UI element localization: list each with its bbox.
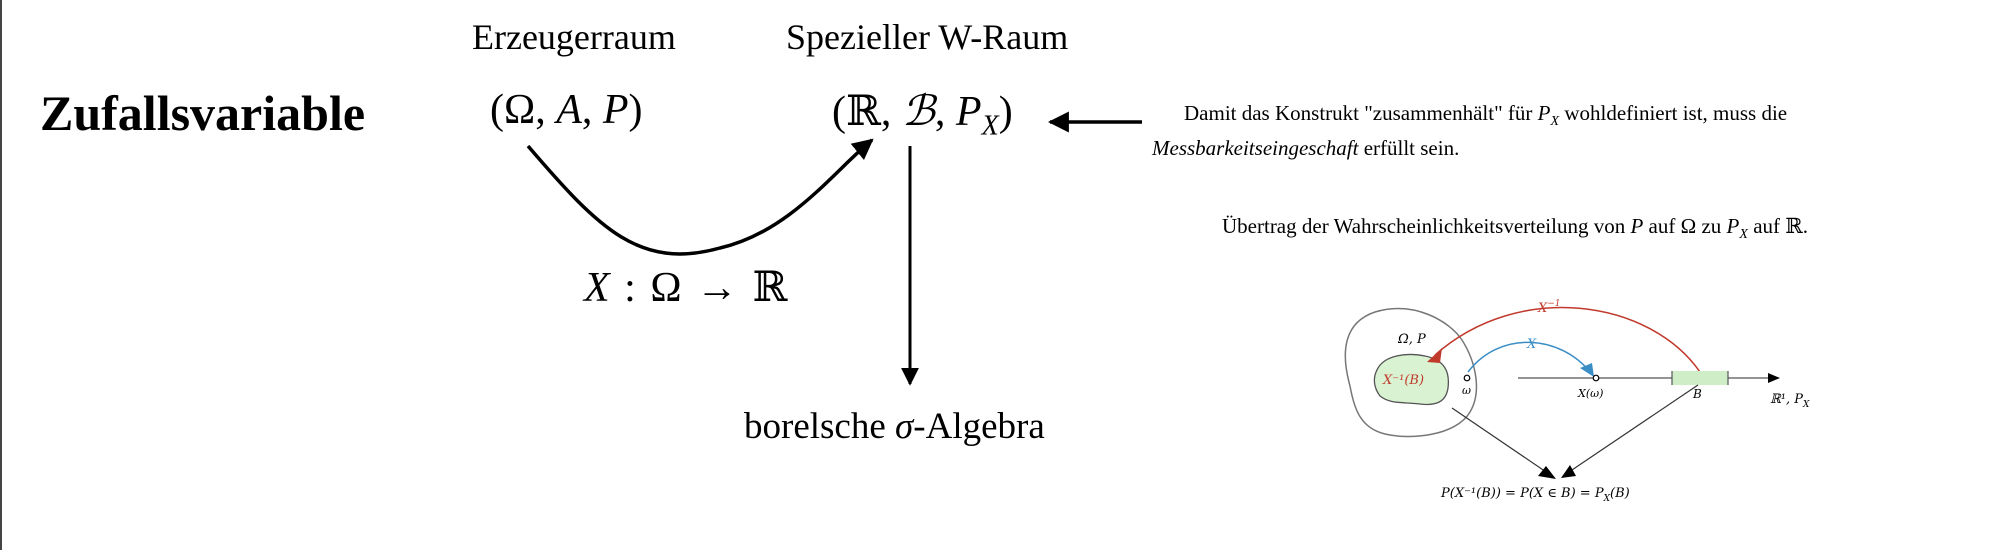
measure-p: P bbox=[602, 87, 629, 133]
triple-close: ) bbox=[628, 87, 643, 133]
curved-arrow-x bbox=[526, 138, 874, 256]
omega-p-label: Ω, P bbox=[1397, 332, 1426, 347]
note1-emph: Messbarkeitseingeschaft bbox=[1152, 136, 1359, 161]
preimage-label: X⁻¹(B) bbox=[1382, 373, 1424, 388]
px-subscript: X bbox=[981, 110, 999, 142]
note2-px: P bbox=[1726, 214, 1740, 238]
note-transfer: Übertrag der Wahrscheinlichkeitsverteilu… bbox=[1222, 214, 1808, 243]
note-measurability: Damit das Konstrukt "zusammenhält" für P… bbox=[1152, 100, 1930, 162]
note1-part3: erfüllt sein. bbox=[1358, 136, 1460, 161]
b-label: B bbox=[1692, 387, 1702, 401]
real-axis-arrowhead bbox=[1768, 373, 1780, 383]
x-arrow bbox=[1467, 341, 1591, 373]
note1-part1: Damit das Konstrukt "zusammenhält" für bbox=[1184, 101, 1538, 125]
prob-arrowhead-left bbox=[1538, 466, 1556, 479]
note2-part1: Übertrag der Wahrscheinlichkeitsverteilu… bbox=[1222, 214, 1631, 238]
borel-sigma-algebra-label: borelsche σ-Algebra bbox=[744, 405, 1045, 448]
note2-part3: auf ℝ. bbox=[1747, 214, 1808, 238]
x-omega-point bbox=[1592, 374, 1600, 382]
r1-px-label: ℝ¹, PX bbox=[1770, 392, 1810, 410]
left-border bbox=[0, 0, 2, 550]
triple-open-r: (ℝ, bbox=[832, 89, 902, 135]
omega-set bbox=[1344, 307, 1478, 438]
heading-spezieller-w-raum: Spezieller W-Raum bbox=[786, 17, 1069, 57]
note1-px-sub: X bbox=[1550, 114, 1560, 130]
sigma-algebra-a: A bbox=[556, 87, 582, 133]
x-inverse-arrow bbox=[1434, 306, 1701, 373]
erzeugerraum-triple: (Ω, A, P) bbox=[490, 86, 643, 134]
x-inverse-arrowhead bbox=[1427, 348, 1442, 363]
probability-formula: P(X⁻¹(B)) = P(X ∈ B) = PX(B) bbox=[1440, 486, 1630, 504]
preimage-set bbox=[1373, 353, 1450, 406]
heading-erzeugerraum: Erzeugerraum bbox=[472, 17, 676, 57]
prob-arrow-left bbox=[1451, 407, 1553, 477]
x-arrowhead bbox=[1580, 363, 1594, 377]
note1-part2: wohldefiniert ist, muss die bbox=[1559, 101, 1788, 125]
mapping-rest: : Ω → ℝ bbox=[611, 265, 790, 311]
note1-px: P bbox=[1537, 101, 1551, 125]
triple-close-r: ) bbox=[998, 89, 1013, 135]
note2-p: P bbox=[1630, 214, 1644, 238]
spezieller-triple: (ℝ, ℬ, PX) bbox=[832, 86, 1013, 142]
preimage-figure: Ω, P X⁻¹(B) ω X−1 X X(ω) B ℝ¹, PX P(X⁻¹(… bbox=[1344, 299, 1810, 504]
borel-sigma: σ bbox=[895, 406, 914, 447]
prob-arrowhead-right bbox=[1561, 465, 1576, 478]
note2-px-sub: X bbox=[1739, 227, 1748, 243]
prob-arrow-right bbox=[1565, 384, 1699, 475]
borel-suffix: -Algebra bbox=[913, 406, 1045, 447]
borel-b: ℬ bbox=[901, 89, 935, 135]
triple-sep-r: , bbox=[934, 89, 956, 135]
triple-open: (Ω, bbox=[490, 87, 557, 133]
note2-part2: auf Ω zu bbox=[1643, 214, 1727, 238]
measure-px: P bbox=[955, 89, 982, 135]
triple-sep: , bbox=[581, 87, 603, 133]
x-omega-label: X(ω) bbox=[1577, 387, 1603, 400]
mapping-x: X bbox=[584, 265, 612, 311]
x-label: X bbox=[1526, 337, 1537, 352]
omega-label: ω bbox=[1462, 384, 1471, 397]
page-title: Zufallsvariable bbox=[40, 85, 366, 141]
borel-prefix: borelsche bbox=[744, 406, 896, 447]
x-inverse-label: X−1 bbox=[1537, 299, 1561, 316]
set-b-interval bbox=[1672, 371, 1728, 385]
omega-point bbox=[1463, 374, 1471, 382]
mapping-formula: X : Ω → ℝ bbox=[584, 262, 789, 312]
